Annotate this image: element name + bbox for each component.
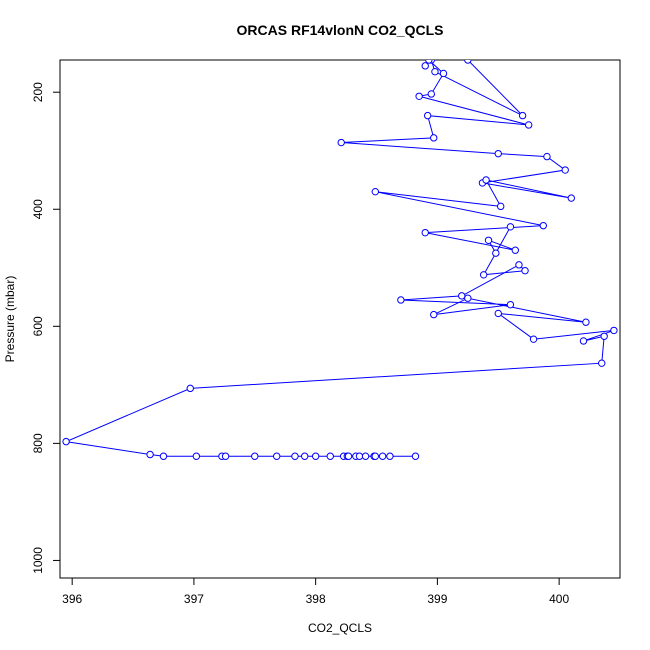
data-point bbox=[561, 166, 569, 174]
data-point bbox=[543, 152, 551, 161]
data-point bbox=[506, 300, 515, 309]
data-point bbox=[579, 337, 588, 345]
x-axis-label: CO2_QCLS bbox=[308, 621, 372, 635]
data-point bbox=[326, 452, 334, 460]
data-point bbox=[529, 335, 538, 343]
data-point bbox=[497, 202, 505, 211]
data-point bbox=[464, 60, 472, 64]
x-tick-label: 396 bbox=[62, 592, 82, 606]
y-tick-label: 1000 bbox=[31, 547, 45, 574]
data-point bbox=[464, 294, 472, 302]
y-tick-label: 600 bbox=[31, 316, 45, 336]
data-point bbox=[371, 187, 379, 196]
data-point bbox=[518, 111, 527, 120]
data-point bbox=[521, 267, 529, 275]
data-point bbox=[484, 236, 493, 244]
data-point bbox=[582, 318, 590, 326]
data-point bbox=[567, 194, 575, 202]
x-tick-label: 398 bbox=[306, 592, 326, 606]
data-point bbox=[378, 452, 387, 460]
data-point bbox=[598, 359, 606, 367]
data-point bbox=[425, 60, 433, 64]
data-point bbox=[431, 68, 439, 76]
data-point bbox=[361, 452, 370, 460]
plot-area bbox=[62, 60, 618, 460]
data-point bbox=[273, 452, 281, 460]
data-point bbox=[423, 111, 432, 120]
y-tick-label: 800 bbox=[31, 433, 45, 453]
data-point bbox=[427, 90, 435, 98]
data-point bbox=[610, 326, 618, 335]
data-point bbox=[479, 271, 488, 279]
data-point bbox=[539, 221, 547, 230]
data-point bbox=[371, 452, 379, 460]
x-tick-label: 400 bbox=[549, 592, 569, 606]
data-point bbox=[421, 228, 429, 237]
data-point bbox=[430, 310, 438, 319]
x-tick-label: 399 bbox=[427, 592, 447, 606]
data-point bbox=[386, 452, 394, 460]
data-point bbox=[251, 452, 259, 460]
data-point bbox=[62, 437, 70, 446]
data-point bbox=[482, 176, 490, 184]
chart-title: ORCAS RF14vlonN CO2_QCLS bbox=[237, 22, 444, 38]
data-point bbox=[494, 149, 502, 158]
data-point bbox=[311, 452, 320, 460]
x-tick-label: 397 bbox=[184, 592, 204, 606]
data-point bbox=[192, 452, 201, 460]
series-line bbox=[64, 60, 615, 457]
data-point bbox=[421, 62, 429, 70]
data-point bbox=[397, 296, 405, 304]
data-point bbox=[506, 223, 515, 231]
data-point bbox=[301, 452, 309, 460]
data-point bbox=[439, 69, 448, 78]
y-axis-label: Pressure (mbar) bbox=[3, 276, 17, 363]
data-point bbox=[159, 452, 168, 460]
data-point bbox=[458, 292, 466, 300]
data-point bbox=[430, 134, 438, 142]
data-point bbox=[337, 138, 345, 147]
plot-frame bbox=[59, 59, 621, 579]
data-point bbox=[415, 92, 423, 100]
data-point bbox=[494, 309, 502, 318]
data-point bbox=[146, 450, 154, 459]
data-point bbox=[221, 452, 230, 460]
data-point bbox=[600, 332, 608, 340]
data-point bbox=[344, 452, 353, 460]
data-point bbox=[291, 452, 299, 460]
data-point bbox=[515, 261, 523, 269]
y-axis: 200 400 600 800 1000 bbox=[31, 82, 61, 574]
data-point bbox=[355, 452, 364, 460]
data-point bbox=[525, 121, 533, 129]
data-point bbox=[492, 249, 500, 257]
y-tick-label: 200 bbox=[31, 82, 45, 102]
data-point bbox=[511, 246, 519, 254]
x-axis: 396 397 398 399 400 bbox=[62, 577, 569, 606]
data-point bbox=[186, 384, 194, 393]
y-tick-label: 400 bbox=[31, 199, 45, 219]
data-point bbox=[411, 452, 420, 460]
